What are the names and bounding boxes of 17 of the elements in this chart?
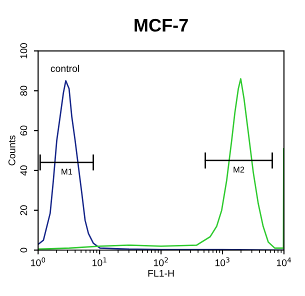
y-tick-label: 40 (20, 165, 28, 176)
series-label: control (50, 64, 79, 72)
y-tick-label: 60 (20, 126, 28, 136)
series-label: M1 (62, 168, 72, 174)
x-tick-label: 10$^{2}$ (154, 257, 168, 266)
x-axis-title: FL1-H (148, 270, 174, 277)
x-tick-label: 10$^{4}$ (276, 257, 292, 266)
y-tick-label: 20 (20, 205, 28, 216)
x-tick-label: 10$^{1}$ (92, 257, 106, 266)
series-label: M2 (234, 166, 244, 172)
y-axis-title: Counts (8, 135, 16, 166)
x-tick-label: 10$^{3}$ (215, 257, 230, 266)
chart-title: MCF-7 (134, 18, 188, 32)
y-tick-label: 100 (20, 43, 28, 58)
y-tick-label: 0 (20, 248, 28, 252)
x-tick-label: 10$^{0}$ (31, 257, 46, 266)
y-tick-label: 80 (20, 86, 28, 96)
